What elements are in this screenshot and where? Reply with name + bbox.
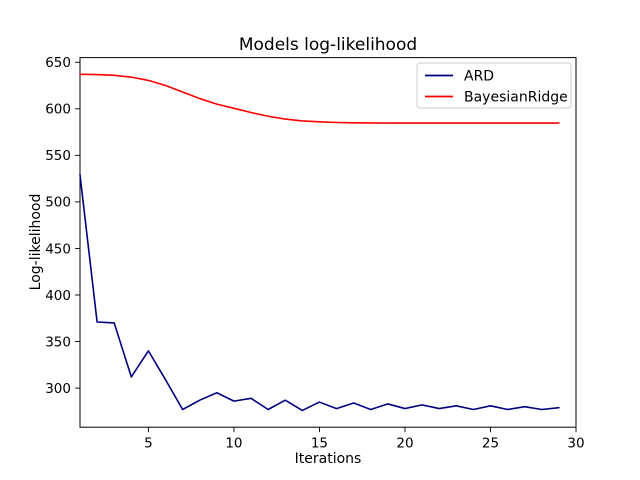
data-series — [79, 73, 560, 412]
legend-box — [416, 62, 572, 109]
x-tick-label: 5 — [144, 436, 153, 452]
y-tick-label: 300 — [45, 381, 71, 397]
y-tick-label: 400 — [45, 288, 71, 304]
y-tick-label: 650 — [45, 55, 71, 71]
plot-area-border — [79, 57, 577, 428]
series-line-ard — [79, 174, 560, 412]
legend-label-bayesianridge: BayesianRidge — [464, 90, 568, 106]
y-tick-label: 550 — [45, 148, 71, 164]
x-axis-ticks: 5 10 15 20 25 30 — [144, 427, 585, 452]
chart-title: Models log-likelihood — [239, 35, 417, 55]
series-line-bayesianridge — [79, 73, 560, 124]
y-axis-ticks: 300 350 400 450 500 550 600 650 — [45, 55, 80, 397]
y-tick-label: 350 — [45, 334, 71, 350]
y-tick-label: 450 — [45, 241, 71, 257]
x-axis-label: Iterations — [295, 451, 362, 467]
legend-label-ard: ARD — [464, 69, 494, 85]
y-axis-label: Log-likelihood — [28, 194, 44, 291]
x-tick-label: 25 — [482, 436, 499, 452]
legend: ARD BayesianRidge — [416, 62, 572, 109]
x-tick-label: 10 — [225, 436, 242, 452]
y-tick-label: 500 — [45, 195, 71, 211]
x-tick-label: 20 — [396, 436, 413, 452]
x-tick-label: 15 — [311, 436, 328, 452]
x-tick-label: 30 — [567, 436, 584, 452]
y-tick-label: 600 — [45, 102, 71, 118]
